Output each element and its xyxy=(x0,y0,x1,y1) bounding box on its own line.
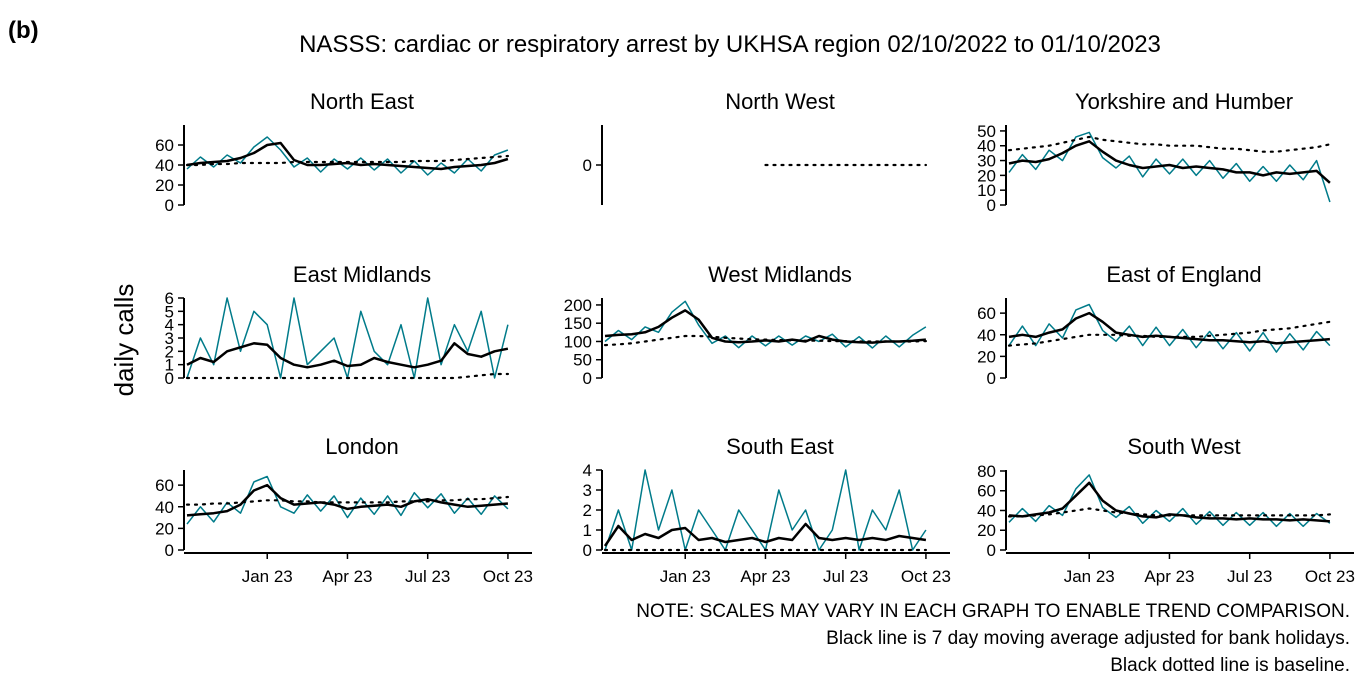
y-tick-label: 100 xyxy=(564,332,592,351)
baseline xyxy=(185,154,509,167)
y-tick-label: 6 xyxy=(165,289,174,308)
x-tick-label: Oct 23 xyxy=(1305,567,1355,586)
y-tick-label: 20 xyxy=(977,347,996,366)
y-tick-label: 0 xyxy=(987,196,996,215)
note: Black dotted line is baseline. xyxy=(1110,655,1350,676)
baseline xyxy=(1007,507,1331,518)
panel-title: North West xyxy=(725,89,835,114)
series-line xyxy=(604,300,927,349)
panel: North West 0 xyxy=(583,89,927,205)
x-tick-label: Jan 23 xyxy=(242,567,293,586)
x-tick-label: Oct 23 xyxy=(901,567,951,586)
panel-label: (b) xyxy=(8,17,39,44)
y-tick-label: 0 xyxy=(987,541,996,560)
series-line xyxy=(186,136,509,176)
y-tick-label: 40 xyxy=(977,137,996,156)
y-tick-label: 20 xyxy=(977,521,996,540)
series-line xyxy=(1008,131,1331,203)
panel: East of England 0 20 40 60 xyxy=(977,262,1331,388)
y-tick-label: 60 xyxy=(155,136,174,155)
panel-title: North East xyxy=(310,89,414,114)
y-tick-label: 3 xyxy=(165,329,174,348)
y-tick-label: 40 xyxy=(977,326,996,345)
x-tick-label: Apr 23 xyxy=(322,567,372,586)
note: Black line is 7 day moving average adjus… xyxy=(826,628,1350,649)
y-tick-label: 20 xyxy=(977,166,996,185)
x-tick-label: Jan 23 xyxy=(1064,567,1115,586)
series-line xyxy=(186,475,509,525)
x-tick-label: Jul 23 xyxy=(823,567,868,586)
panel-title: West Midlands xyxy=(708,262,852,287)
series-line xyxy=(603,522,927,547)
y-tick-label: 0 xyxy=(583,369,592,388)
y-tick-label: 1 xyxy=(165,356,174,375)
y-tick-label: 200 xyxy=(564,296,592,315)
y-tick-label: 0 xyxy=(165,369,174,388)
y-tick-label: 150 xyxy=(564,314,592,333)
y-tick-label: 0 xyxy=(165,541,174,560)
series-line xyxy=(604,309,927,344)
series-line xyxy=(186,141,509,171)
y-tick-label: 2 xyxy=(583,501,592,520)
panel-title: South West xyxy=(1127,434,1240,459)
series-line xyxy=(1008,474,1331,528)
baseline xyxy=(603,334,927,347)
y-tick-label: 1 xyxy=(583,521,592,540)
baseline xyxy=(1007,320,1331,347)
series-line xyxy=(1008,303,1331,353)
baseline xyxy=(185,372,509,380)
y-tick-label: 40 xyxy=(155,498,174,517)
panel-title: East Midlands xyxy=(293,262,431,287)
y-tick-label: 3 xyxy=(583,481,592,500)
y-tick-label: 50 xyxy=(573,351,592,370)
x-tick-label: Jul 23 xyxy=(1227,567,1272,586)
y-tick-label: 60 xyxy=(977,482,996,501)
y-tick-label: 20 xyxy=(155,519,174,538)
y-tick-label: 40 xyxy=(977,501,996,520)
y-tick-label: 2 xyxy=(165,342,174,361)
series-line xyxy=(186,483,509,517)
y-tick-label: 0 xyxy=(583,156,592,175)
panel-title: East of England xyxy=(1106,262,1261,287)
note: NOTE: SCALES MAY VARY IN EACH GRAPH TO E… xyxy=(636,601,1350,622)
panel-title: Yorkshire and Humber xyxy=(1075,89,1293,114)
baseline xyxy=(185,495,509,506)
x-tick-label: Oct 23 xyxy=(483,567,533,586)
y-tick-label: 20 xyxy=(155,176,174,195)
x-tick-label: Jan 23 xyxy=(660,567,711,586)
y-tick-label: 60 xyxy=(155,476,174,495)
y-tick-label: 5 xyxy=(165,302,174,321)
y-tick-label: 30 xyxy=(977,152,996,171)
series-line xyxy=(186,342,509,369)
baseline xyxy=(1007,135,1331,153)
y-tick-label: 40 xyxy=(155,156,174,175)
y-tick-label: 4 xyxy=(583,461,592,480)
panel-title: South East xyxy=(726,434,834,459)
x-tick-label: Jul 23 xyxy=(405,567,450,586)
y-tick-label: 80 xyxy=(977,462,996,481)
y-tick-label: 50 xyxy=(977,122,996,141)
x-tick-label: Apr 23 xyxy=(1144,567,1194,586)
y-tick-label: 0 xyxy=(165,196,174,215)
figure-title: NASSS: cardiac or respiratory arrest by … xyxy=(299,31,1161,58)
y-tick-label: 0 xyxy=(987,369,996,388)
y-tick-label: 60 xyxy=(977,304,996,323)
series-line xyxy=(1008,140,1331,184)
panel-title: London xyxy=(325,434,398,459)
panel: London 0 20 40 60 Jan 23 Apr 23 Jul 23 Oct 23 xyxy=(155,434,533,586)
x-tick-label: Apr 23 xyxy=(740,567,790,586)
y-axis-label: daily calls xyxy=(109,284,139,397)
y-tick-label: 10 xyxy=(977,181,996,200)
y-tick-label: 0 xyxy=(583,541,592,560)
y-tick-label: 4 xyxy=(165,316,174,335)
